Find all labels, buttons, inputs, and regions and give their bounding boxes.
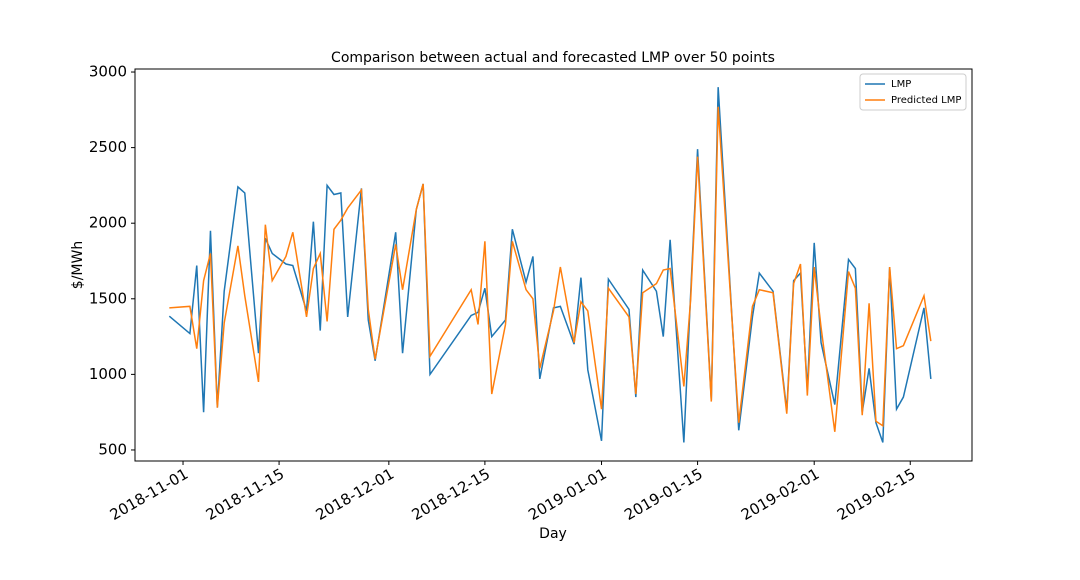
- y-tick-label: 500: [98, 440, 127, 458]
- y-tick-label: 1500: [89, 289, 127, 307]
- series-line: [169, 106, 932, 432]
- y-axis-label: $/MWh: [70, 241, 86, 289]
- y-tick-label: 2500: [89, 138, 127, 156]
- y-tick-label: 3000: [89, 63, 127, 81]
- legend-label: Predicted LMP: [891, 95, 961, 106]
- legend-label: LMP: [891, 79, 911, 90]
- x-axis-label: Day: [539, 526, 567, 542]
- y-tick-label: 1000: [89, 365, 127, 383]
- legend-box: [859, 73, 967, 111]
- y-tick-label: 2000: [89, 214, 127, 232]
- plot-frame: [134, 68, 973, 462]
- series-line: [168, 87, 932, 443]
- chart-title: Comparison between actual and forecasted…: [331, 50, 775, 66]
